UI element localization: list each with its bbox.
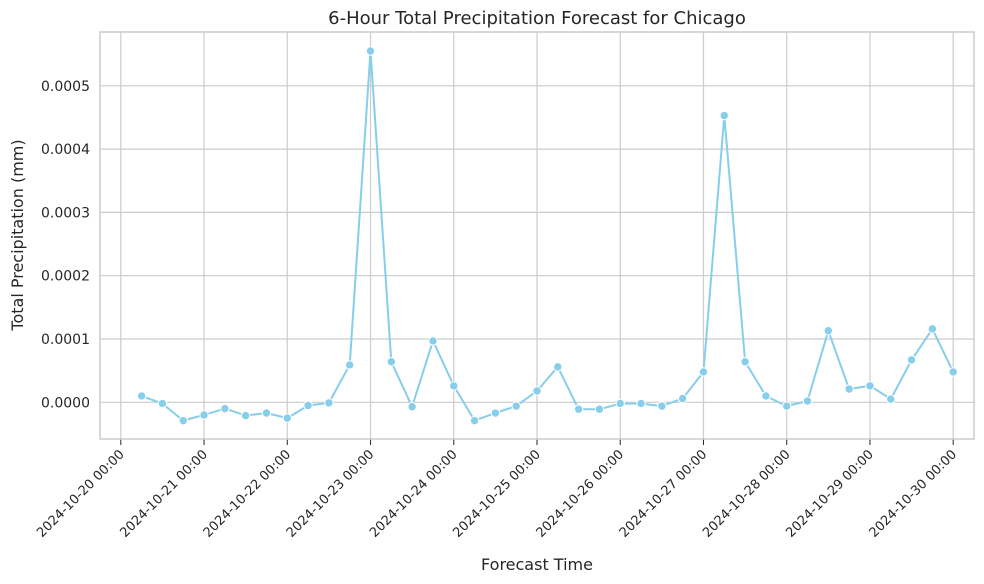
precipitation-series-line <box>141 50 955 422</box>
data-point <box>532 386 542 396</box>
y-tick-label: 0.0000 <box>41 395 90 411</box>
x-tick-label: 2024-10-29 00:00 <box>783 447 876 540</box>
data-point <box>906 355 917 365</box>
data-point <box>802 396 813 406</box>
y-axis-label: Total Precipitation (mm) <box>8 139 27 331</box>
data-point <box>511 401 521 411</box>
data-point <box>594 404 605 414</box>
data-point <box>345 360 355 370</box>
x-tick-label: 2024-10-24 00:00 <box>367 447 460 540</box>
data-point <box>386 357 397 367</box>
data-point <box>303 400 313 411</box>
data-point <box>761 391 771 401</box>
x-tick-label: 2024-10-25 00:00 <box>450 447 543 540</box>
x-axis-label: Forecast Time <box>481 555 593 574</box>
data-point <box>220 403 230 414</box>
data-point <box>199 410 209 420</box>
y-tick-label: 0.0002 <box>41 269 90 285</box>
data-point <box>719 110 729 121</box>
data-point <box>261 408 272 418</box>
data-point <box>615 398 625 409</box>
data-point <box>178 415 188 426</box>
y-tick-label: 0.0003 <box>41 205 90 221</box>
data-point <box>407 402 417 412</box>
x-tick-label: 2024-10-23 00:00 <box>284 447 377 540</box>
x-tick-label: 2024-10-21 00:00 <box>117 447 210 540</box>
data-point <box>636 398 646 409</box>
data-point <box>677 393 688 404</box>
data-point <box>365 46 376 56</box>
data-point <box>449 381 459 391</box>
plot-frame <box>99 31 975 440</box>
x-gridlines <box>120 32 954 445</box>
data-point <box>282 413 292 423</box>
data-point <box>927 324 938 334</box>
data-point <box>865 381 875 391</box>
data-points <box>136 46 958 426</box>
y-tick-labels: 0.0000 0.0001 0.0002 0.0003 0.0004 0.0005 <box>41 79 90 411</box>
y-gridlines <box>100 85 974 403</box>
data-point <box>948 367 958 377</box>
data-point <box>886 394 896 404</box>
data-point <box>157 398 168 409</box>
data-point <box>469 415 480 426</box>
x-tick-label: 2024-10-30 00:00 <box>867 447 960 540</box>
x-tick-label: 2024-10-27 00:00 <box>617 447 710 540</box>
data-point <box>740 357 750 367</box>
data-point <box>823 326 834 336</box>
x-tick-label: 2024-10-20 00:00 <box>34 447 127 540</box>
x-tick-label: 2024-10-26 00:00 <box>534 447 627 540</box>
y-tick-label: 0.0005 <box>41 79 90 95</box>
data-point <box>698 367 709 377</box>
data-point <box>490 408 501 418</box>
data-point <box>573 404 584 414</box>
data-point <box>553 362 563 372</box>
data-point <box>782 401 792 411</box>
data-point <box>844 384 854 394</box>
chart-title: 6-Hour Total Precipitation Forecast for … <box>328 8 746 29</box>
x-tick-label: 2024-10-22 00:00 <box>201 447 294 540</box>
data-point <box>324 398 334 408</box>
data-point <box>428 336 438 346</box>
data-point <box>136 391 147 401</box>
data-point <box>240 410 251 421</box>
data-point <box>657 401 667 411</box>
y-tick-label: 0.0001 <box>41 332 90 348</box>
y-tick-label: 0.0004 <box>41 142 90 158</box>
x-tick-label: 2024-10-28 00:00 <box>700 447 793 540</box>
